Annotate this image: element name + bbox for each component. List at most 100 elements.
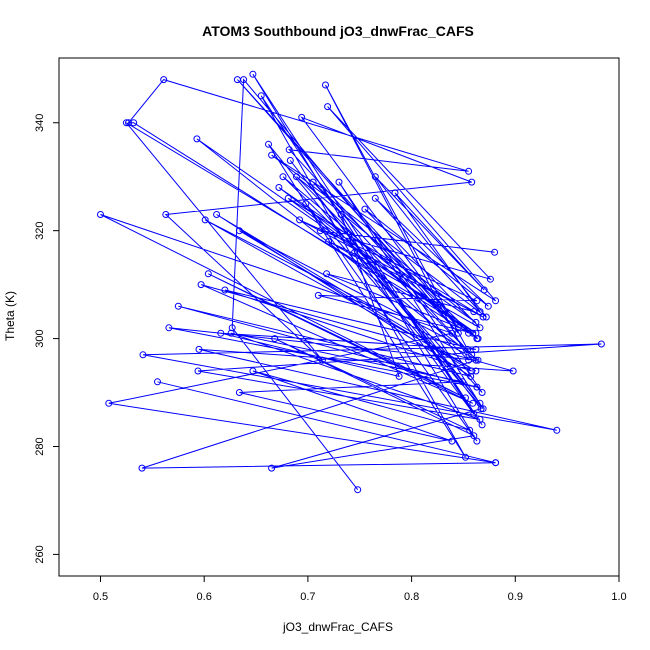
data-point: [468, 367, 476, 375]
plot-frame: [58, 57, 620, 577]
data-point: [97, 211, 104, 218]
data-point: [472, 345, 480, 353]
data-point: [217, 329, 225, 337]
data-point: [484, 302, 492, 310]
data-point: [325, 238, 333, 245]
data-point: [160, 76, 168, 84]
data-point: [462, 394, 469, 402]
data-point: [233, 76, 241, 84]
data-point: [473, 297, 481, 305]
data-point: [478, 389, 486, 396]
data-point: [337, 211, 345, 218]
data-point: [279, 173, 287, 181]
data-point: [221, 286, 229, 294]
data-point: [174, 302, 182, 310]
data-point: [235, 389, 243, 396]
data-point: [395, 372, 403, 380]
data-point: [138, 464, 146, 472]
y-axis-label: Theta (K): [3, 291, 17, 341]
data-point: [476, 399, 484, 407]
data-point: [472, 367, 480, 375]
data-point: [194, 367, 202, 375]
data-point: [351, 248, 359, 256]
data-point: [597, 340, 605, 348]
data-point: [462, 453, 469, 461]
data-point: [201, 216, 209, 224]
data-point: [474, 356, 482, 364]
data-point: [125, 119, 132, 127]
data-point: [302, 200, 310, 208]
data-point: [130, 119, 138, 127]
data-point: [476, 308, 484, 316]
data-point: [249, 70, 257, 78]
data-point: [472, 318, 480, 326]
data-point: [323, 270, 331, 278]
y-tick-label: 280: [34, 437, 46, 455]
data-point: [309, 178, 317, 186]
x-axis-label: jO3_dnwFrac_CAFS: [282, 620, 393, 634]
data-point: [492, 297, 500, 305]
data-point: [268, 151, 276, 159]
chart-title: ATOM3 Southbound jO3_dnwFrac_CAFS: [202, 23, 474, 39]
data-point: [491, 248, 499, 256]
data-point: [227, 329, 235, 337]
data-point: [318, 356, 326, 364]
data-point: [465, 356, 473, 364]
data-point: [478, 421, 486, 429]
y-tick-label: 340: [34, 114, 46, 132]
data-point: [316, 227, 324, 235]
data-point: [469, 399, 477, 407]
data-point: [448, 437, 456, 445]
data-point: [468, 351, 476, 359]
x-tick-label: 0.7: [300, 591, 315, 603]
data-point: [271, 335, 279, 343]
data-point: [469, 329, 477, 337]
data-point: [473, 383, 481, 391]
data-point: [473, 437, 481, 445]
x-tick-label: 1.0: [611, 591, 626, 603]
data-point: [296, 216, 304, 224]
data-point: [391, 189, 399, 197]
data-point: [335, 178, 343, 186]
data-point: [468, 178, 476, 186]
data-point: [314, 291, 322, 299]
y-tick-label: 260: [34, 545, 46, 563]
data-point: [464, 345, 472, 353]
data-point: [354, 486, 362, 494]
data-point: [371, 194, 379, 202]
data-point: [361, 205, 369, 213]
data-point: [165, 324, 173, 332]
data-point: [465, 329, 473, 337]
data-point: [371, 173, 379, 181]
data-point: [480, 286, 488, 294]
series-line: [100, 73, 602, 491]
data-point: [195, 345, 203, 353]
x-tick-label: 0.6: [197, 591, 212, 603]
data-point: [466, 426, 474, 434]
data-point: [139, 351, 147, 359]
data-point: [298, 113, 306, 121]
x-tick-label: 0.8: [404, 591, 419, 603]
data-point: [470, 432, 478, 440]
data-point: [509, 367, 517, 375]
data-point: [474, 335, 482, 343]
data-point: [265, 140, 272, 148]
data-point: [476, 324, 484, 332]
data-point: [479, 405, 487, 413]
data-point: [458, 378, 466, 386]
data-point: [122, 119, 130, 127]
data-point: [249, 367, 257, 375]
data-point: [193, 135, 201, 143]
data-point: [286, 157, 294, 164]
x-tick-label: 0.5: [93, 591, 108, 603]
data-point: [454, 324, 462, 332]
x-tick-label: 0.9: [508, 591, 523, 603]
data-point: [553, 426, 561, 434]
data-point: [482, 313, 490, 321]
data-series: [97, 70, 605, 494]
data-point: [162, 211, 170, 218]
data-point: [154, 378, 161, 386]
data-point: [284, 194, 292, 202]
data-point: [470, 410, 478, 418]
